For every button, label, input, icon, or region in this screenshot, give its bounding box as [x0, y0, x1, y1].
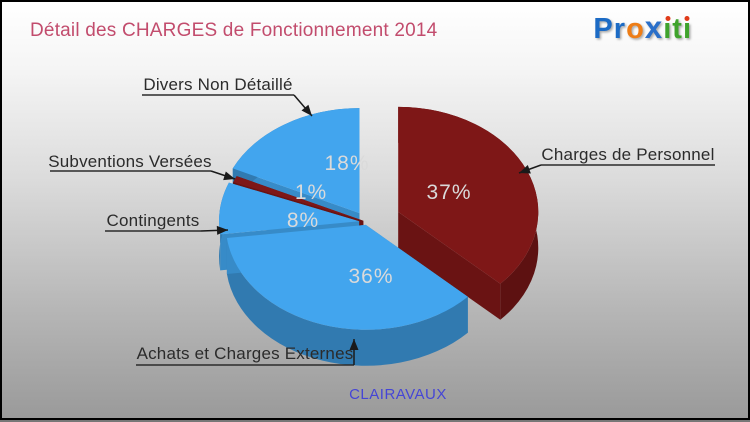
slice-label: Divers Non Détaillé [143, 75, 292, 94]
slice-label: Charges de Personnel [541, 145, 714, 164]
logo-letter: ı [663, 13, 673, 45]
pie-slice-top [226, 224, 468, 330]
pie-slice-top [219, 182, 360, 235]
logo-letter: o [626, 13, 645, 45]
slice-label: Subventions Versées [48, 152, 212, 171]
pie-slice-top [233, 176, 364, 221]
percent-label: 37% [426, 181, 471, 204]
percent-label: 18% [324, 152, 369, 175]
pie-slice-top [232, 108, 360, 214]
pie-slice-side [226, 238, 468, 366]
chart-title: Détail des CHARGES de Fonctionnement 201… [30, 20, 438, 41]
logo-letter: t [672, 13, 683, 45]
logo-letter-dot [665, 16, 671, 21]
logo-letter-dot [684, 16, 690, 21]
percent-label: 36% [348, 265, 393, 288]
arrowhead [223, 171, 235, 181]
slice-label: Achats et Charges Externes [137, 344, 354, 363]
percent-label: 1% [295, 181, 327, 204]
slice-label: Contingents [107, 211, 200, 230]
proxiti-logo: Proxı tı [593, 10, 692, 46]
arrowhead [349, 339, 359, 350]
logo-letter: r [613, 13, 627, 45]
logo-letter: x [644, 10, 664, 45]
arrowhead [301, 104, 312, 116]
commune-name: CLAIRAVAUX [349, 386, 447, 403]
logo-letter: P [593, 13, 614, 45]
pie-slice-top [398, 106, 539, 284]
logo-letter: ı [682, 13, 692, 45]
arrowhead [216, 225, 228, 235]
pie-slice-side [398, 211, 501, 320]
arrowhead [519, 165, 531, 174]
percent-label: 8% [287, 209, 319, 232]
